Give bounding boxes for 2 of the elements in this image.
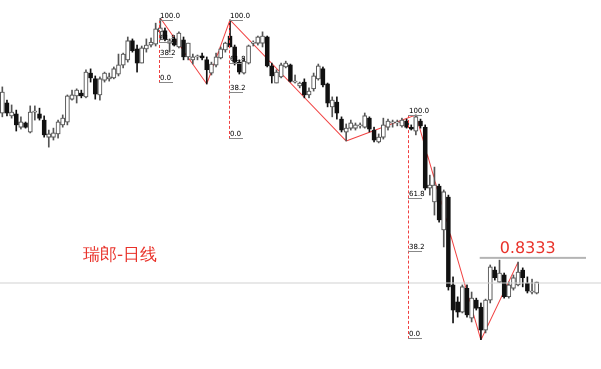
text: 瑞郎-日线: [83, 244, 158, 266]
annotation: 0.8333: [500, 238, 556, 258]
